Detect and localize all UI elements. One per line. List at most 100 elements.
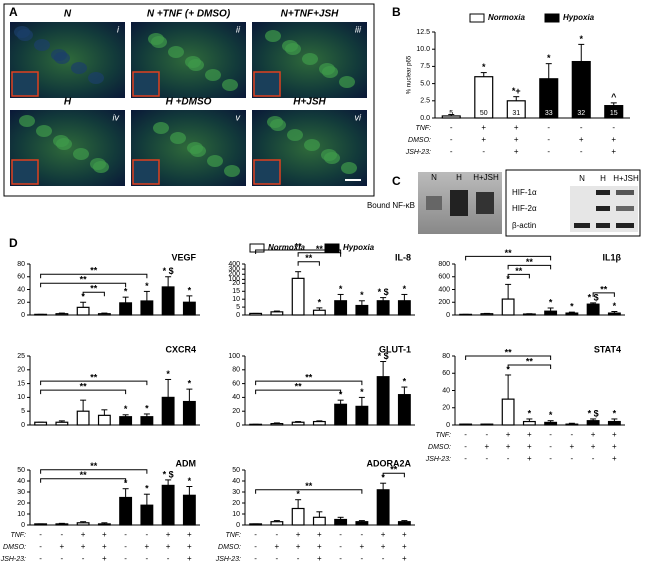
bar (441, 115, 461, 119)
y-tick-label: 10.0 (416, 46, 430, 53)
significance-bracket (40, 380, 148, 386)
cell (322, 66, 338, 78)
bar (34, 313, 48, 316)
significance: ^ (611, 92, 617, 102)
significance-bracket (297, 252, 342, 257)
lane-label: H+JSH (473, 173, 499, 182)
treatment-sign: - (39, 542, 42, 551)
image-label: H +DMSO (166, 97, 212, 108)
bar (501, 398, 515, 426)
bar (291, 507, 305, 526)
count-label: 31 (512, 110, 520, 117)
y-tick-label: 30 (232, 489, 240, 496)
lane-label: H (600, 174, 606, 183)
bar (270, 311, 284, 316)
y-tick-label: 200 (438, 299, 450, 306)
y-tick-label: 300 (228, 266, 240, 273)
y-tick-label: 0.0 (420, 115, 430, 122)
y-tick-label: 7.5 (420, 63, 430, 70)
treatment-sign: - (276, 554, 279, 563)
treatment-sign: + (402, 542, 407, 551)
significance: * (381, 473, 385, 483)
cell (207, 155, 223, 167)
significance: * $ (163, 469, 174, 479)
y-tick-label: 50 (17, 467, 25, 474)
bar (97, 313, 111, 316)
significance: * $ (163, 266, 174, 276)
bar (312, 309, 326, 316)
bar (376, 376, 390, 426)
significance: * (579, 34, 583, 44)
cell (17, 29, 33, 41)
treatment-sign: - (547, 123, 550, 132)
band (616, 206, 634, 211)
y-tick-label: 0 (236, 312, 240, 319)
treatment-sign: - (549, 454, 552, 463)
image-numeral: ii (236, 24, 241, 34)
legend-label: Hypoxia (343, 243, 375, 252)
treatment-sign: + (102, 542, 107, 551)
bracket-label: ** (90, 266, 98, 276)
cell (270, 119, 286, 131)
significance-bracket (465, 355, 552, 360)
chart-title: IL-8 (395, 252, 411, 262)
treatment-sign: - (146, 554, 149, 563)
significance-bracket (297, 261, 320, 266)
significance: * $ (378, 351, 389, 361)
bar (376, 489, 390, 526)
significance: * (613, 408, 617, 418)
band (596, 206, 610, 211)
treatment-sign: - (339, 554, 342, 563)
significance: * (360, 387, 364, 397)
y-tick-label: 40 (232, 478, 240, 485)
cell (168, 46, 184, 58)
band (616, 223, 634, 228)
bar (571, 60, 591, 119)
treatment-sign: + (187, 530, 192, 539)
treatment-sign: + (570, 442, 575, 451)
bar (544, 310, 558, 316)
treatment-sign: - (549, 442, 552, 451)
significance-bracket (507, 364, 552, 369)
cell (190, 145, 206, 157)
chart-title: GLUT-1 (379, 344, 411, 354)
significance: * (482, 62, 486, 72)
y-tick-label: 50 (232, 467, 240, 474)
inset (253, 71, 281, 97)
chart-title: ADORA2A (366, 458, 411, 468)
bar (76, 306, 90, 316)
cell (285, 43, 301, 55)
treatment-sign: - (571, 454, 574, 463)
treatment-sign: + (514, 135, 519, 144)
legend-swatch (249, 243, 265, 253)
significance: * (188, 285, 192, 295)
treatment-sign: + (275, 542, 280, 551)
treatment-sign: - (39, 530, 42, 539)
bar (249, 423, 263, 426)
bar (586, 420, 600, 426)
y-tick-label: 10 (17, 394, 25, 401)
treatment-sign: - (61, 530, 64, 539)
cell (170, 132, 186, 144)
significance-bracket (255, 489, 363, 494)
significance: * (166, 369, 170, 379)
significance: * (145, 403, 149, 413)
significance-bracket (255, 249, 342, 254)
bar (501, 298, 515, 316)
significance: * (506, 274, 510, 284)
count-label: 15 (610, 110, 618, 117)
significance: * $ (378, 287, 389, 297)
treatment-label: TNF: (10, 532, 26, 539)
bracket-label: ** (505, 347, 513, 357)
bar (565, 423, 579, 426)
cell (36, 125, 52, 137)
treatment-sign: - (124, 542, 127, 551)
significance: * (528, 408, 532, 418)
bracket-label: ** (305, 481, 313, 491)
y-tick-label: 12.5 (416, 29, 430, 36)
legend-swatch (544, 13, 560, 23)
bracket-label: ** (80, 275, 88, 285)
treatment-label: DMSO: (3, 544, 26, 551)
y-tick-label: 40 (232, 394, 240, 401)
bar (140, 300, 154, 316)
